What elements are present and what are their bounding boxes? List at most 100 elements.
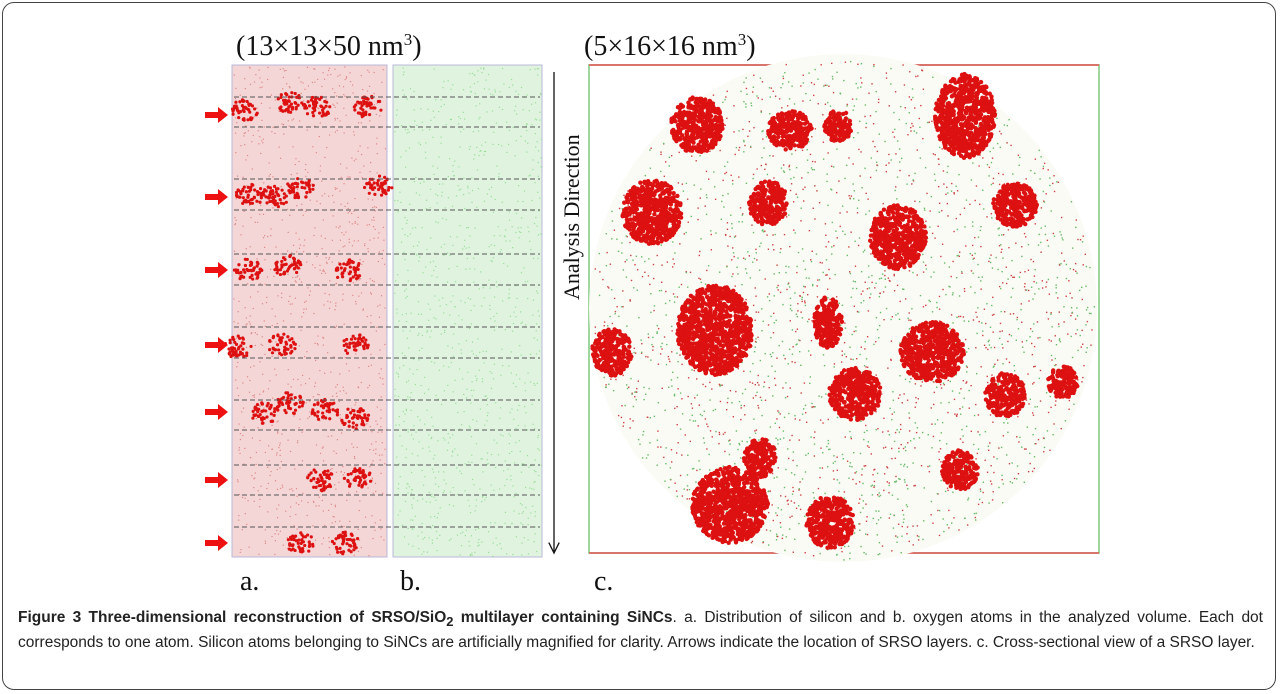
cluster-atom — [255, 276, 259, 280]
speckle — [319, 452, 322, 455]
speckle — [767, 248, 770, 250]
speckle — [797, 302, 799, 305]
speckle — [752, 91, 754, 93]
speckle — [975, 311, 977, 314]
speckle — [314, 385, 316, 388]
speckle — [1028, 403, 1030, 405]
speckle — [845, 164, 848, 167]
speckle — [412, 545, 414, 547]
speckle — [846, 254, 849, 257]
speckle — [1082, 235, 1084, 237]
speckle — [893, 481, 896, 483]
speckle — [893, 273, 895, 276]
speckle — [537, 68, 539, 70]
speckle — [534, 533, 536, 535]
speckle — [448, 366, 450, 368]
speckle — [674, 252, 676, 254]
speckle — [1002, 483, 1004, 485]
speckle — [713, 171, 715, 173]
speckle — [261, 81, 263, 83]
speckle — [431, 361, 433, 363]
speckle — [468, 461, 470, 463]
speckle — [892, 391, 894, 393]
speckle — [875, 411, 877, 413]
speckle — [992, 421, 994, 423]
speckle — [244, 513, 246, 515]
speckle — [624, 404, 626, 407]
speckle — [605, 384, 607, 386]
cluster-atom — [370, 94, 374, 99]
speckle — [776, 535, 779, 538]
speckle — [292, 118, 295, 120]
speckle — [972, 319, 975, 321]
speckle — [485, 496, 487, 499]
cluster-atom — [249, 188, 253, 192]
speckle — [813, 168, 815, 171]
speckle — [281, 484, 283, 486]
speckle — [677, 360, 679, 363]
speckle — [744, 414, 746, 416]
speckle — [865, 366, 867, 368]
speckle — [915, 396, 917, 399]
speckle — [269, 474, 271, 477]
speckle — [642, 434, 644, 436]
speckle — [503, 262, 505, 265]
speckle — [832, 462, 835, 464]
speckle — [809, 99, 811, 102]
speckle — [786, 105, 789, 107]
speckle — [488, 279, 490, 281]
speckle — [765, 163, 767, 165]
cluster-atom — [309, 98, 313, 102]
speckle — [864, 533, 867, 535]
speckle — [295, 488, 298, 490]
speckle — [306, 261, 308, 263]
speckle — [869, 296, 871, 299]
speckle — [260, 152, 262, 154]
speckle — [746, 441, 748, 443]
speckle — [932, 435, 935, 438]
speckle — [375, 420, 377, 422]
speckle — [473, 158, 475, 160]
speckle — [530, 512, 532, 514]
speckle — [911, 308, 913, 310]
speckle — [1065, 277, 1068, 280]
cluster-atom — [280, 188, 284, 192]
speckle — [841, 354, 844, 357]
speckle — [962, 435, 964, 437]
speckle — [433, 252, 436, 254]
speckle — [510, 479, 512, 481]
speckle — [519, 502, 522, 505]
speckle — [794, 292, 796, 294]
speckle — [910, 126, 912, 129]
speckle — [250, 216, 252, 219]
speckle — [1053, 235, 1056, 237]
speckle — [317, 78, 319, 80]
speckle — [469, 554, 471, 557]
speckle — [360, 292, 363, 294]
speckle — [329, 280, 331, 282]
speckle — [352, 430, 355, 433]
speckle — [906, 505, 909, 508]
speckle — [341, 525, 343, 527]
speckle — [484, 395, 486, 397]
speckle — [357, 386, 360, 389]
speckle — [384, 148, 387, 150]
speckle — [452, 165, 454, 167]
speckle — [1034, 268, 1036, 271]
speckle — [789, 297, 792, 300]
speckle — [849, 346, 851, 348]
cluster-atom — [376, 99, 381, 104]
speckle — [426, 248, 428, 251]
speckle — [642, 430, 645, 433]
speckle — [804, 404, 807, 407]
speckle — [908, 540, 910, 543]
speckle — [982, 481, 985, 483]
speckle — [890, 318, 892, 321]
speckle — [836, 554, 838, 556]
speckle — [256, 333, 258, 336]
speckle — [354, 222, 356, 224]
speckle — [379, 304, 381, 306]
speckle — [861, 468, 863, 470]
speckle — [614, 312, 616, 315]
speckle — [480, 458, 482, 460]
